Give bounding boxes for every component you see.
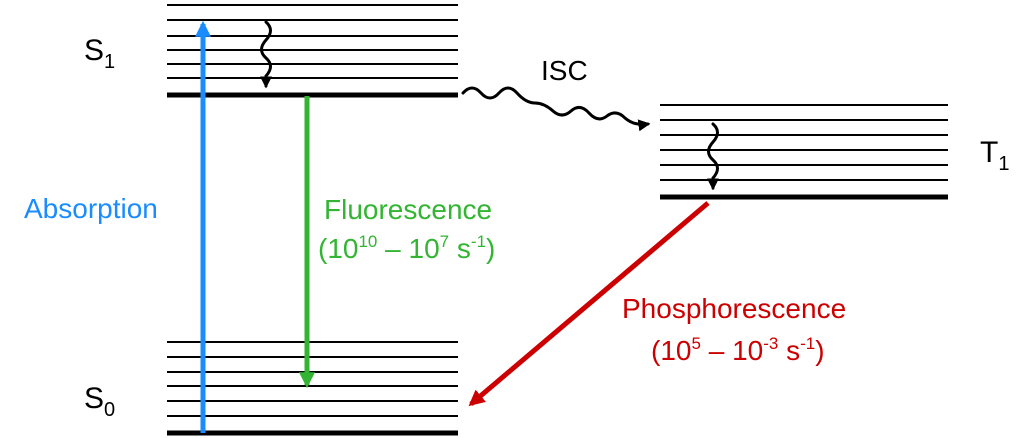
t1-vibrational-relaxation-arrow: [707, 122, 719, 191]
fluorescence-rate: (1010 – 107 s-1): [318, 232, 495, 264]
t1-vibrational-levels: [660, 104, 948, 200]
phosphorescence-rate: (105 – 10-3 s-1): [651, 334, 825, 366]
isc-label: ISC: [541, 55, 588, 86]
s1-label: S1: [84, 34, 115, 73]
absorption-label: Absorption: [24, 193, 158, 224]
s0-vibrational-levels: [167, 341, 458, 436]
phosphorescence-label: Phosphorescence: [622, 293, 846, 324]
phosphorescence-arrow: [468, 201, 710, 407]
isc-wavy-arrow: [461, 86, 651, 132]
s0-label: S0: [84, 382, 115, 421]
fluorescence-label: Fluorescence: [324, 194, 492, 225]
s1-vibrational-levels: [167, 4, 458, 98]
s1-vibrational-relaxation-arrow: [260, 20, 272, 89]
t1-label: T1: [980, 136, 1009, 175]
